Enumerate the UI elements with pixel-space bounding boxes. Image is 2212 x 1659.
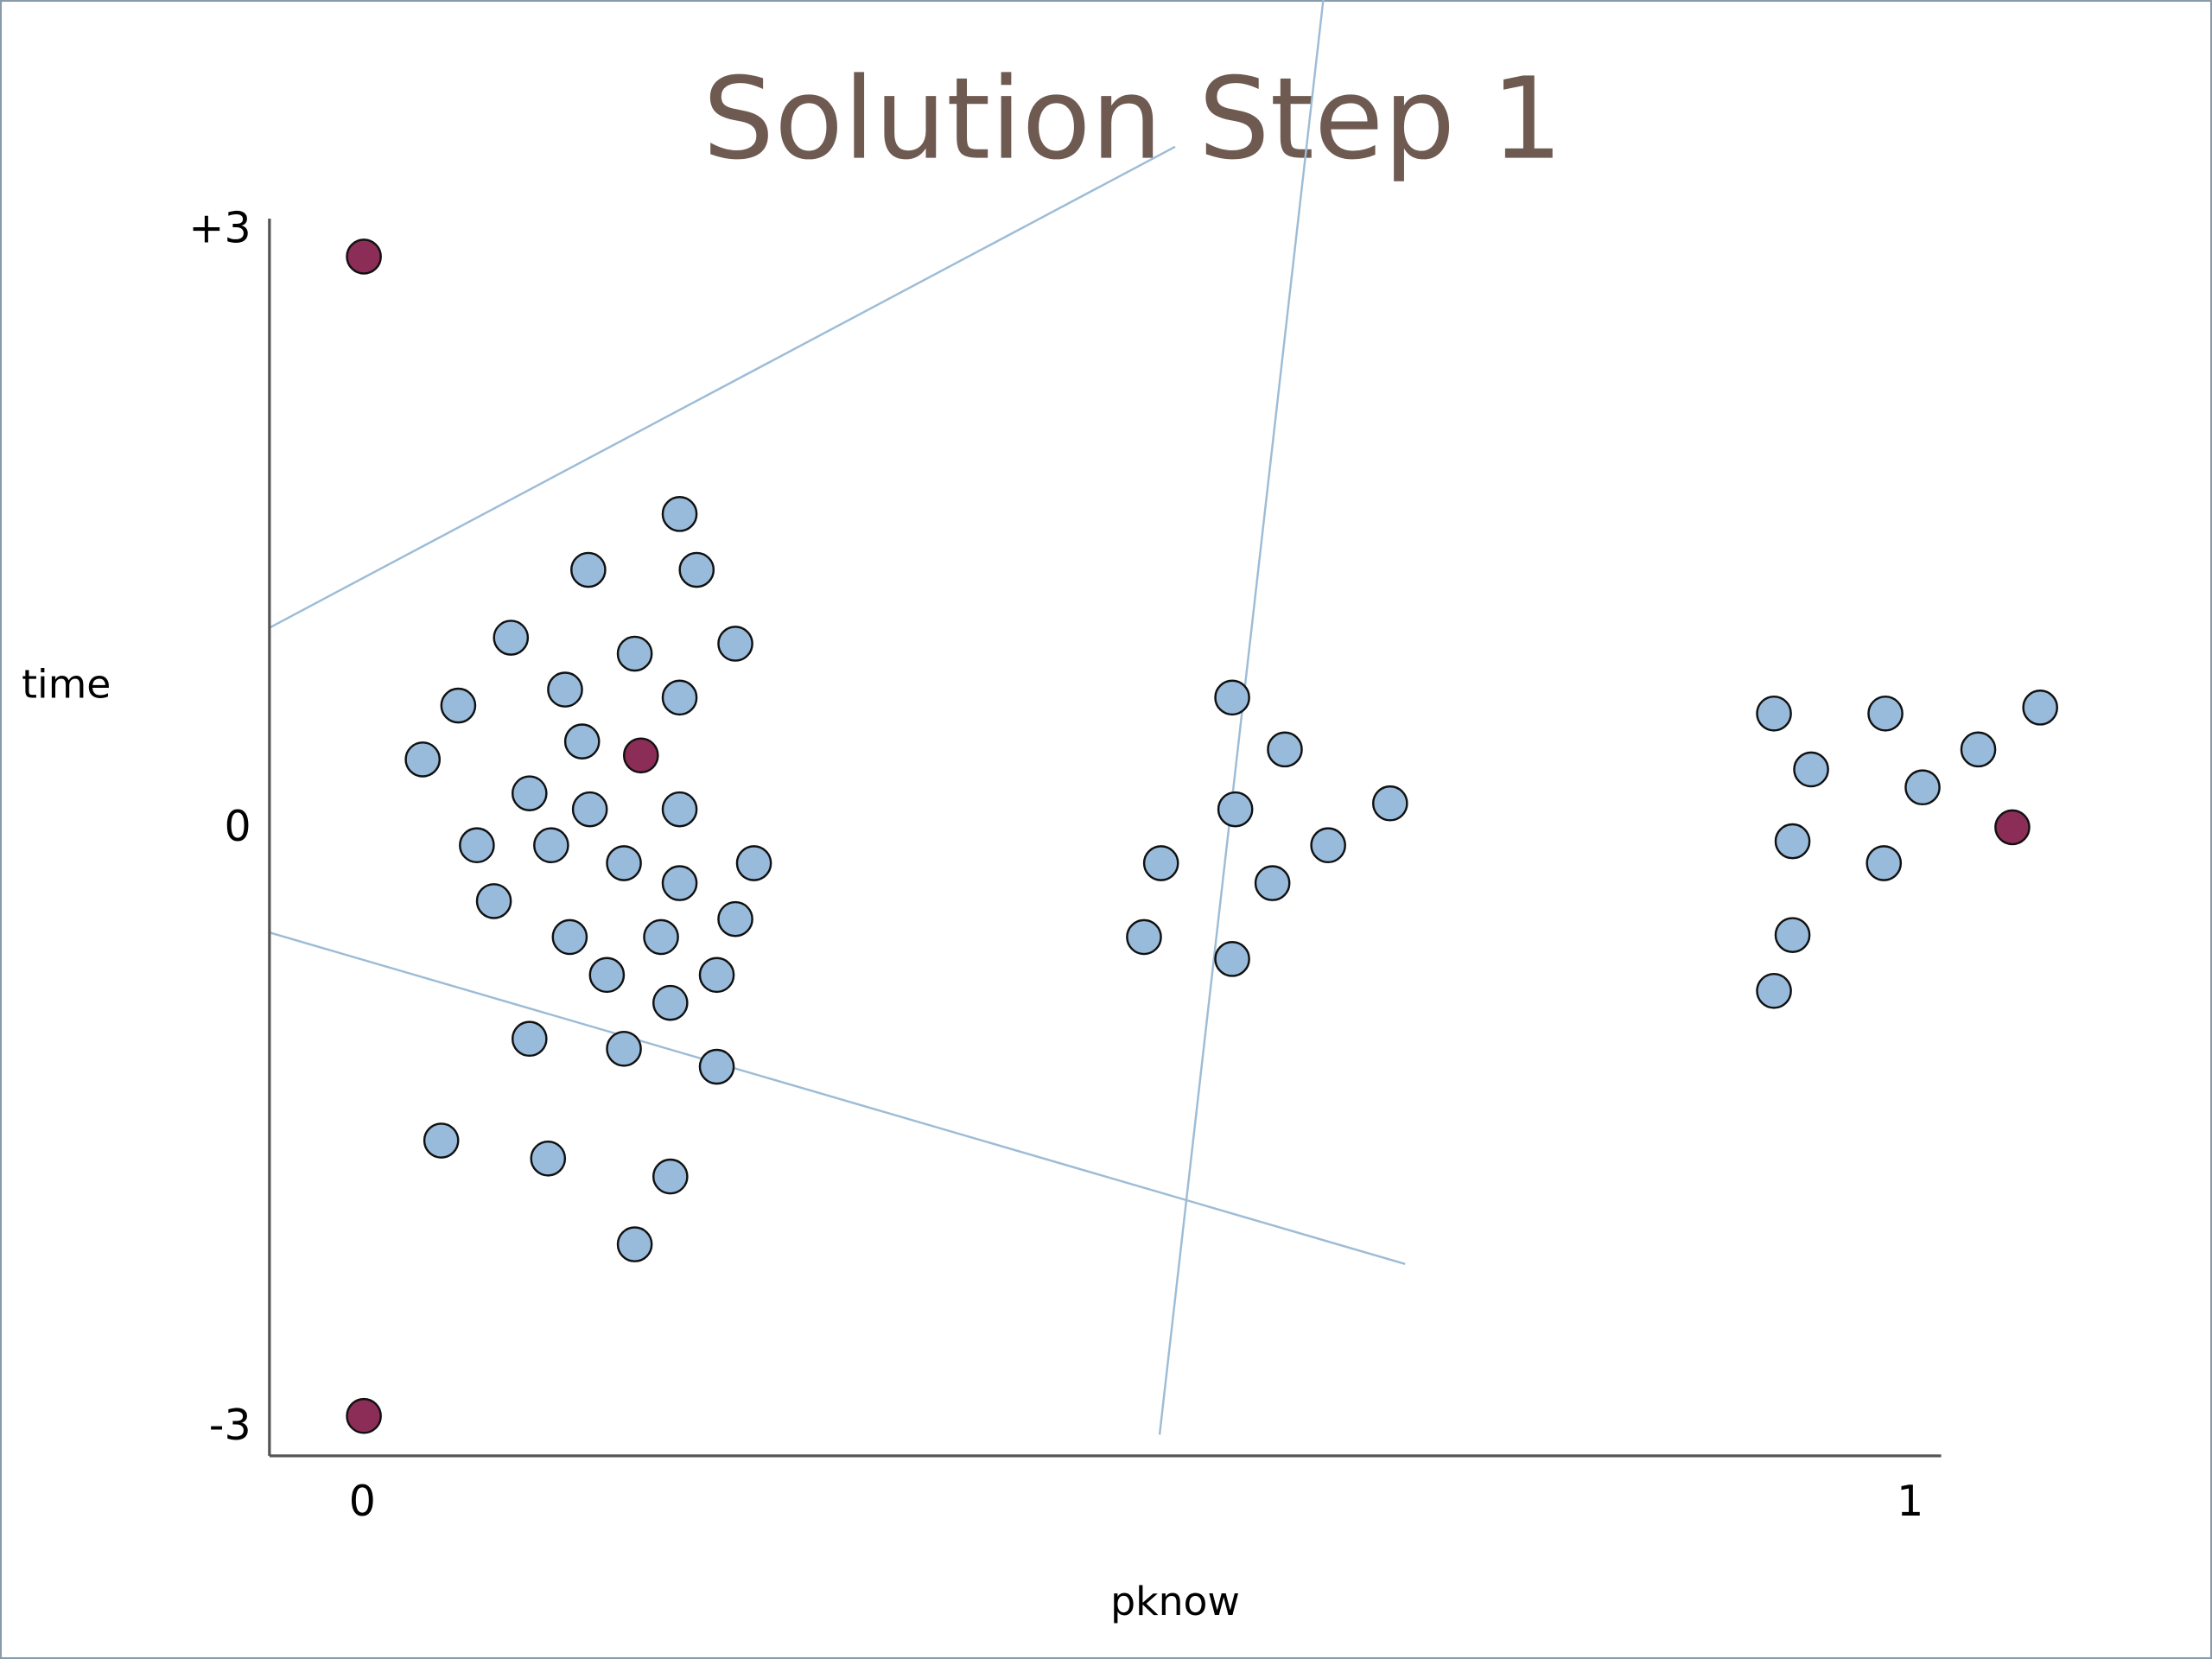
point	[1126, 918, 1162, 956]
point	[606, 1030, 642, 1067]
point	[1217, 791, 1254, 828]
point	[606, 845, 642, 881]
point	[616, 1226, 653, 1262]
point	[511, 1020, 548, 1058]
point	[698, 1048, 735, 1085]
point	[423, 1122, 460, 1159]
point	[570, 551, 607, 588]
boundary-lines	[269, 0, 1406, 1435]
point	[717, 626, 753, 662]
point	[678, 551, 715, 588]
x-tick-label: 1	[1897, 1477, 1923, 1526]
point	[459, 827, 495, 864]
point	[1214, 941, 1250, 977]
point	[1254, 865, 1291, 901]
point	[1866, 845, 1903, 881]
point	[475, 883, 512, 919]
point	[661, 865, 698, 901]
point	[643, 918, 679, 956]
point	[622, 737, 659, 774]
point	[661, 791, 698, 828]
point	[1142, 845, 1179, 881]
point	[533, 827, 569, 864]
point	[735, 845, 772, 881]
point	[1774, 823, 1811, 860]
point	[493, 620, 530, 656]
point	[1793, 751, 1829, 788]
point	[551, 918, 588, 956]
y-axis-label: time	[22, 662, 111, 708]
y-tick-label: 0	[224, 802, 251, 851]
point	[652, 984, 689, 1021]
point	[511, 775, 548, 811]
point	[1867, 695, 1904, 732]
point	[440, 687, 477, 724]
boundary-line	[269, 931, 1406, 1266]
point	[571, 791, 608, 828]
point	[530, 1140, 567, 1177]
point	[563, 723, 601, 760]
boundary-line	[269, 145, 1176, 629]
point	[547, 671, 583, 708]
point	[404, 741, 441, 778]
boundary-line	[1158, 0, 1325, 1435]
point	[1310, 827, 1346, 864]
axes	[268, 219, 1942, 1458]
point	[588, 957, 626, 994]
point	[717, 900, 753, 938]
point	[1904, 769, 1941, 806]
point	[698, 957, 735, 994]
point	[346, 1397, 382, 1434]
point	[1960, 731, 1997, 768]
point	[616, 635, 653, 672]
chart-title: Solution Step 1	[702, 54, 1563, 185]
y-tick-label: +3	[188, 203, 251, 252]
x-axis-label: pknow	[1110, 1579, 1240, 1624]
point	[1214, 679, 1250, 716]
point	[1994, 809, 2031, 846]
point	[1267, 731, 1303, 768]
point	[661, 679, 698, 716]
point	[1371, 785, 1408, 822]
x-tick-label: 0	[349, 1477, 376, 1526]
point	[661, 496, 698, 532]
point	[1756, 695, 1792, 732]
point	[1756, 972, 1792, 1009]
point	[346, 238, 382, 275]
point	[652, 1158, 689, 1195]
point	[1774, 917, 1811, 953]
point	[2022, 690, 2058, 726]
y-tick-label: -3	[209, 1401, 251, 1450]
